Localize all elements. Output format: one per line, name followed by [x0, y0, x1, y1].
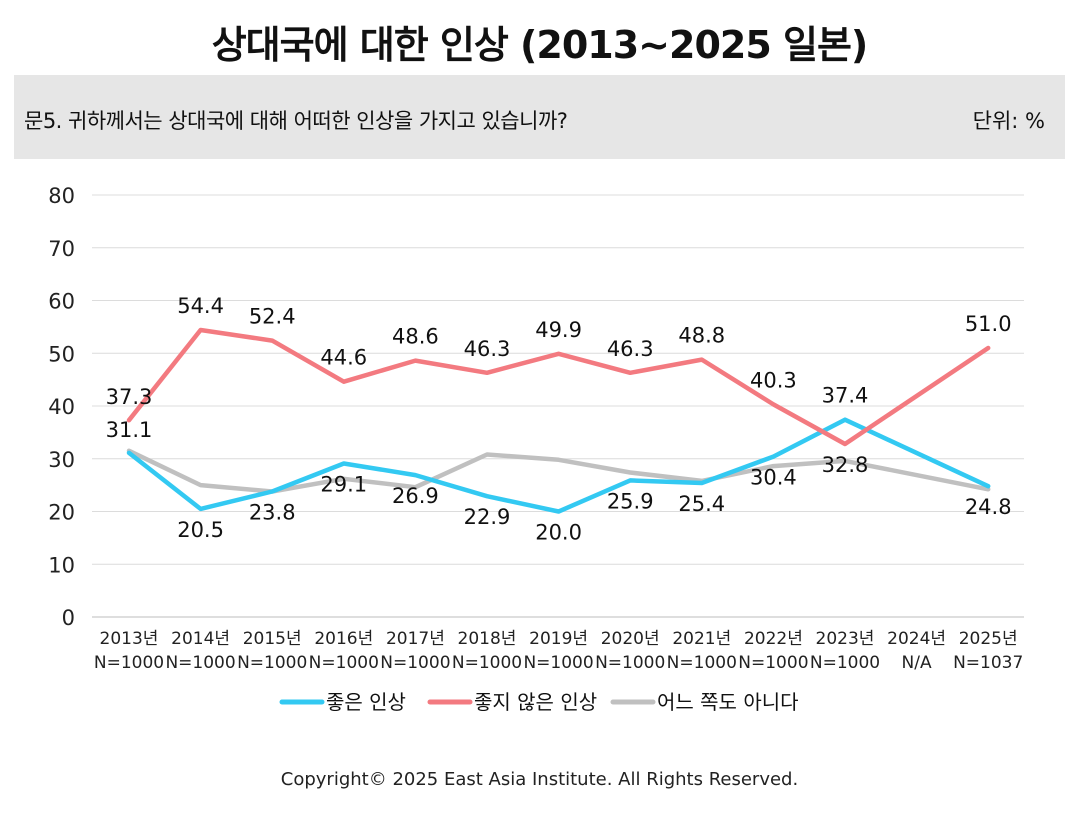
- question-text: 문5. 귀하께서는 상대국에 대해 어떠한 인상을 가지고 있습니까?: [24, 109, 568, 133]
- data-label: 25.9: [607, 489, 654, 513]
- series-line-1: [126, 327, 991, 447]
- data-label: 51.0: [965, 312, 1012, 336]
- data-label: 31.1: [106, 418, 153, 442]
- data-label: 40.3: [750, 368, 797, 392]
- data-label: 49.9: [535, 318, 582, 342]
- x-tick-sublabel: N=1000: [380, 653, 450, 673]
- series-line-2: [126, 448, 991, 494]
- data-label: 29.1: [320, 472, 367, 496]
- x-tick-sublabel: N=1000: [810, 653, 880, 673]
- y-tick-label: 70: [48, 237, 75, 261]
- legend-label: 좋은 인상: [326, 690, 406, 714]
- data-label: 46.3: [607, 337, 654, 361]
- data-label: 22.9: [464, 505, 511, 529]
- x-tick-sublabel: N=1000: [237, 653, 307, 673]
- data-label: 52.4: [249, 305, 296, 329]
- question-bar: 문5. 귀하께서는 상대국에 대해 어떠한 인상을 가지고 있습니까? 단위: …: [14, 75, 1065, 159]
- unit-label: 단위: %: [972, 109, 1045, 133]
- x-tick-label: 2020년: [601, 629, 660, 649]
- data-label: 20.5: [177, 518, 224, 542]
- x-tick-label: 2017년: [386, 629, 445, 649]
- x-tick-label: 2013년: [100, 629, 159, 649]
- y-tick-label: 0: [62, 606, 75, 630]
- y-tick-label: 30: [48, 448, 75, 472]
- x-tick-sublabel: N=1000: [595, 653, 665, 673]
- data-label: 44.6: [320, 346, 367, 370]
- data-label: 48.6: [392, 325, 439, 349]
- x-tick-label: 2015년: [243, 629, 302, 649]
- legend-label: 좋지 않은 인상: [474, 690, 597, 714]
- x-tick-label: 2024년: [887, 629, 946, 649]
- y-tick-label: 60: [48, 290, 75, 314]
- y-tick-label: 40: [48, 395, 75, 419]
- line-chart: 0 10 20 30 40 50 60 70 80 2013년 N=1000 2014년 N=1000 2…: [48, 184, 1024, 714]
- x-tick-sublabel: N=1000: [309, 653, 379, 673]
- x-tick-label: 2018년: [458, 629, 517, 649]
- data-label: 24.8: [965, 495, 1012, 519]
- data-label: 48.8: [678, 324, 725, 348]
- x-tick-sublabel: N=1000: [94, 653, 164, 673]
- data-label: 32.8: [822, 453, 869, 477]
- x-tick-sublabel: N=1000: [452, 653, 522, 673]
- data-label: 37.4: [822, 384, 869, 408]
- x-tick-label: 2025년: [959, 629, 1018, 649]
- x-tick-sublabel: N=1000: [667, 653, 737, 673]
- data-label: 23.8: [249, 500, 296, 524]
- data-label: 46.3: [464, 337, 511, 361]
- y-tick-label: 80: [48, 184, 75, 208]
- x-tick-sublabel: N=1000: [738, 653, 808, 673]
- data-label: 37.3: [106, 385, 153, 409]
- y-tick-label: 10: [48, 553, 75, 577]
- x-tick-label: 2021년: [672, 629, 731, 649]
- copyright-text: Copyright© 2025 East Asia Institute. All…: [280, 769, 799, 790]
- legend-label: 어느 쪽도 아니다: [657, 690, 799, 714]
- x-tick-label: 2016년: [314, 629, 373, 649]
- page-title: 상대국에 대한 인상 (2013~2025 일본): [211, 23, 869, 67]
- y-tick-label: 50: [48, 342, 75, 366]
- x-tick-label: 2014년: [171, 629, 230, 649]
- y-tick-label: 20: [48, 501, 75, 525]
- x-tick-sublabel: N=1000: [165, 653, 235, 673]
- x-tick-sublabel: N=1000: [523, 653, 593, 673]
- x-tick-sublabel: N/A: [902, 653, 932, 673]
- data-label: 54.4: [177, 294, 224, 318]
- data-label: 25.4: [678, 492, 725, 516]
- x-tick-label: 2022년: [744, 629, 803, 649]
- data-label: 20.0: [535, 521, 582, 545]
- data-label: 30.4: [750, 466, 797, 490]
- data-label: 26.9: [392, 484, 439, 508]
- x-tick-sublabel: N=1037: [953, 653, 1023, 673]
- x-tick-label: 2023년: [816, 629, 875, 649]
- x-tick-label: 2019년: [529, 629, 588, 649]
- series-line-0: [126, 417, 991, 514]
